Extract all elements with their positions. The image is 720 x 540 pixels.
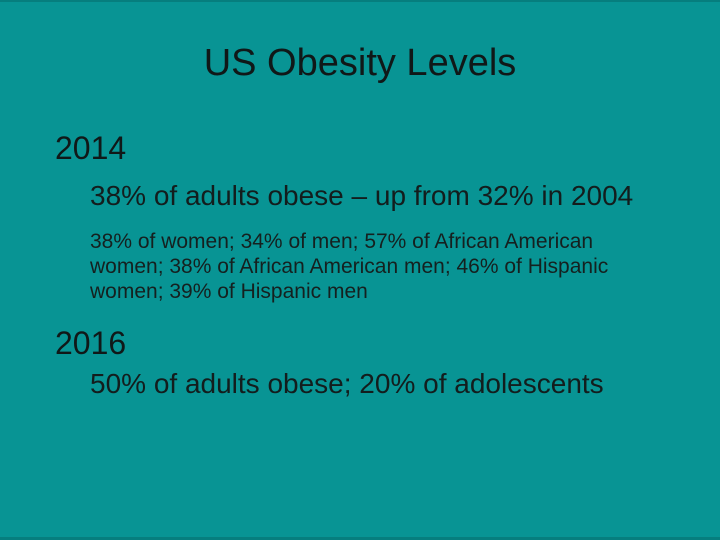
year-heading-2016: 2016 <box>55 325 127 361</box>
bullet-2014-main: 38% of adults obese – up from 32% in 200… <box>90 180 634 211</box>
bullet-2016-main: 50% of adults obese; 20% of adolescents <box>90 368 604 399</box>
year-heading-2014: 2014 <box>55 130 127 166</box>
bullet-2014-detail: 38% of women; 34% of men; 57% of African… <box>90 230 609 303</box>
slide-title: US Obesity Levels <box>203 42 517 84</box>
